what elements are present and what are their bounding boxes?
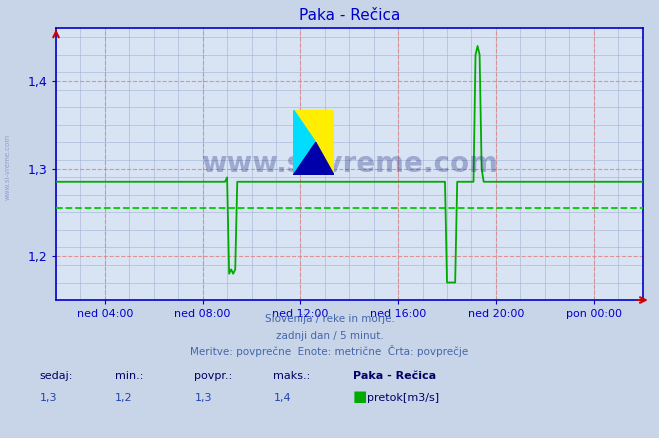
- Text: zadnji dan / 5 minut.: zadnji dan / 5 minut.: [275, 331, 384, 341]
- Text: 1,3: 1,3: [40, 393, 57, 403]
- Polygon shape: [293, 110, 316, 175]
- Text: Paka - Rečica: Paka - Rečica: [353, 371, 436, 381]
- Text: pretok[m3/s]: pretok[m3/s]: [367, 393, 439, 403]
- Text: www.si-vreme.com: www.si-vreme.com: [5, 134, 11, 199]
- Text: Meritve: povprečne  Enote: metrične  Črta: povprečje: Meritve: povprečne Enote: metrične Črta:…: [190, 345, 469, 357]
- Text: maks.:: maks.:: [273, 371, 311, 381]
- Text: 1,3: 1,3: [194, 393, 212, 403]
- Text: min.:: min.:: [115, 371, 144, 381]
- Text: www.si-vreme.com: www.si-vreme.com: [201, 150, 498, 178]
- Text: povpr.:: povpr.:: [194, 371, 233, 381]
- Text: ■: ■: [353, 389, 367, 404]
- Polygon shape: [293, 142, 334, 175]
- Text: Slovenija / reke in morje.: Slovenija / reke in morje.: [264, 314, 395, 324]
- Text: 1,2: 1,2: [115, 393, 133, 403]
- Text: 1,4: 1,4: [273, 393, 291, 403]
- Title: Paka - Rečica: Paka - Rečica: [299, 8, 400, 23]
- Text: sedaj:: sedaj:: [40, 371, 73, 381]
- Polygon shape: [293, 110, 334, 175]
